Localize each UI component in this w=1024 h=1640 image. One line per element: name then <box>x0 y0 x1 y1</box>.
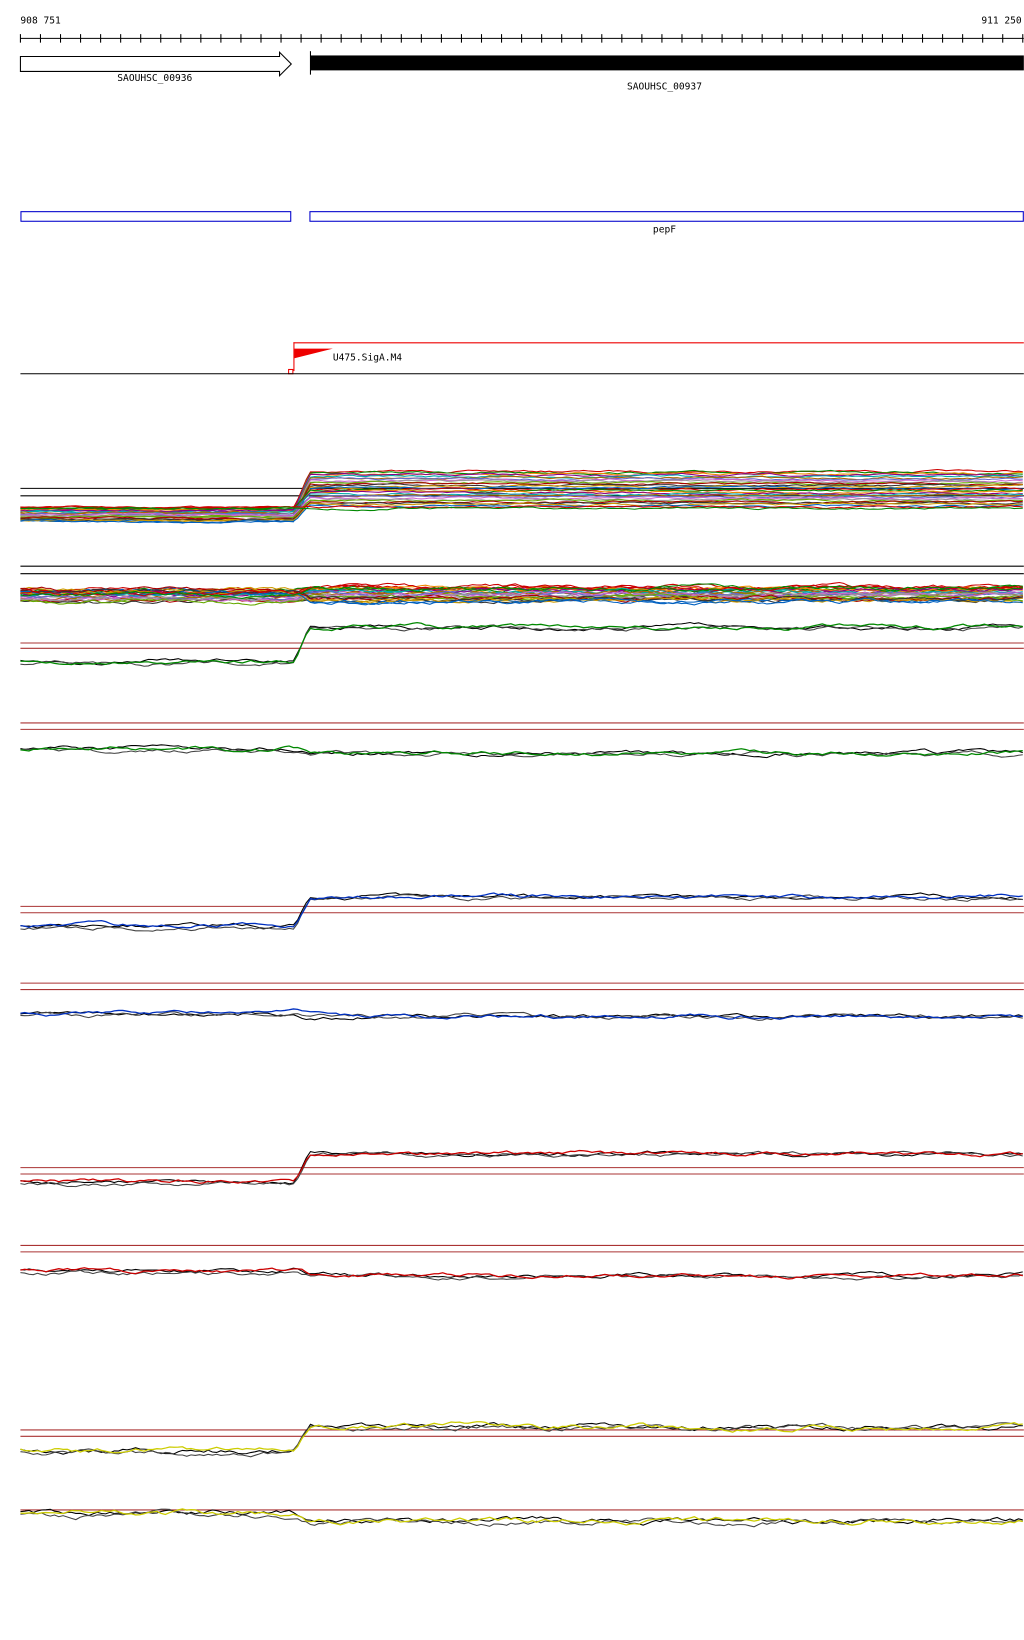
trace <box>20 1422 1023 1458</box>
gene-block <box>310 55 1024 71</box>
trace <box>20 505 1023 510</box>
promoter-label: U475.SigA.M4 <box>333 352 402 363</box>
trace <box>20 489 1023 512</box>
trace <box>20 1267 1023 1279</box>
trace <box>20 621 1023 666</box>
trace <box>20 477 1023 517</box>
trace <box>20 621 1023 666</box>
ruler-ticks <box>19 34 1024 43</box>
trace <box>20 484 1023 523</box>
gene-label: SAOUHSC_00936 <box>117 73 192 84</box>
trace <box>20 586 1023 603</box>
annotation-box <box>20 211 292 222</box>
trace <box>20 468 1023 510</box>
promoter-marker <box>288 368 294 375</box>
trace <box>20 582 1023 597</box>
trace <box>20 1508 1023 1526</box>
annotation-label: pepF <box>653 224 676 235</box>
trace <box>20 1008 1023 1020</box>
trace <box>20 590 1023 606</box>
trace <box>20 1421 1023 1454</box>
trace <box>20 506 1023 512</box>
trace <box>20 892 1023 929</box>
trace <box>20 1150 1023 1188</box>
ruler-end: 911 250 <box>981 15 1022 26</box>
ruler-start: 908 751 <box>20 15 61 26</box>
trace <box>20 493 1023 516</box>
trace <box>20 496 1023 517</box>
trace <box>20 1269 1023 1281</box>
promoter-flag <box>294 348 333 359</box>
annotation-box <box>309 211 1024 222</box>
trace <box>20 588 1023 604</box>
trace <box>20 1422 1023 1455</box>
trace <box>20 1267 1023 1280</box>
gene-label: SAOUHSC_00937 <box>627 82 702 93</box>
trace <box>20 1508 1023 1528</box>
trace <box>20 585 1023 599</box>
gene-arrow <box>19 50 293 77</box>
trace <box>20 745 1023 757</box>
traces <box>20 468 1024 1528</box>
trace <box>20 1149 1023 1185</box>
trace <box>20 502 1023 523</box>
trace <box>20 894 1023 932</box>
trace <box>20 744 1023 759</box>
trace <box>20 1011 1023 1021</box>
trace <box>20 486 1023 510</box>
trace <box>20 624 1023 667</box>
trace <box>20 1508 1023 1526</box>
